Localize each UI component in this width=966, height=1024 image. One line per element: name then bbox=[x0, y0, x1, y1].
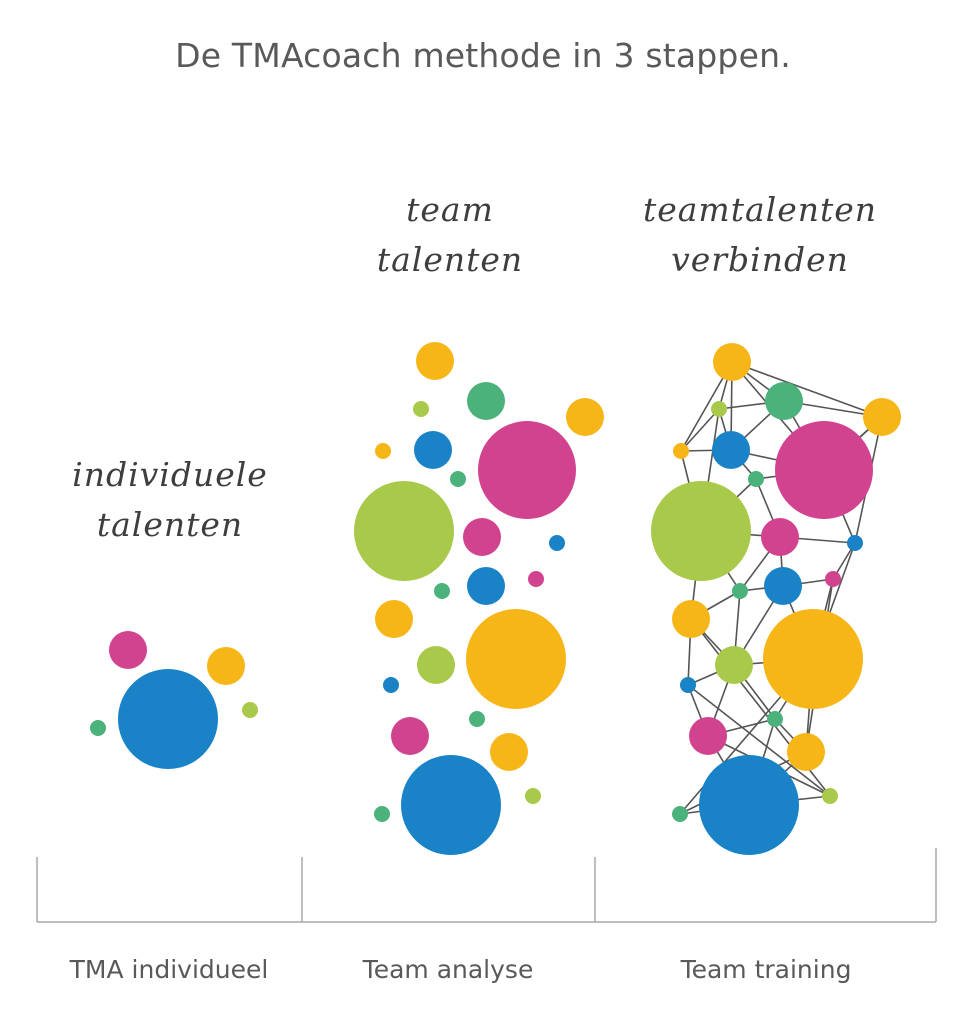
step-label-team-training: Team training bbox=[680, 955, 852, 984]
bubble-yellow bbox=[672, 600, 710, 638]
bubble-green bbox=[748, 471, 764, 487]
handwritten-line: teamtalenten bbox=[642, 190, 878, 229]
bubble-blue bbox=[383, 677, 399, 693]
bubble-magenta bbox=[478, 421, 576, 519]
handwritten-label-team: team talenten bbox=[330, 185, 570, 285]
bubble-yellow bbox=[566, 398, 604, 436]
bubble-blue bbox=[680, 677, 696, 693]
step-label-team-analysis: Team analyse bbox=[362, 955, 534, 984]
bubble-green bbox=[450, 471, 466, 487]
bubble-lime bbox=[525, 788, 541, 804]
bubble-blue bbox=[712, 431, 750, 469]
bubble-green bbox=[767, 711, 783, 727]
bubble-lime bbox=[711, 401, 727, 417]
bubble-group bbox=[90, 342, 901, 855]
bubble-lime bbox=[651, 481, 751, 581]
bubble-yellow bbox=[207, 647, 245, 685]
bubble-green bbox=[467, 382, 505, 420]
bubble-lime bbox=[242, 702, 258, 718]
bubble-green bbox=[672, 806, 688, 822]
bubble-green bbox=[434, 583, 450, 599]
step-label-individual: TMA individueel bbox=[69, 955, 269, 984]
bubble-blue bbox=[118, 669, 218, 769]
bubble-lime bbox=[822, 788, 838, 804]
bubble-magenta bbox=[391, 717, 429, 755]
handwritten-line: talenten bbox=[376, 240, 524, 279]
bubble-yellow bbox=[673, 443, 689, 459]
handwritten-label-connect: teamtalenten verbinden bbox=[630, 185, 890, 285]
network-line bbox=[731, 361, 883, 418]
bubble-green bbox=[90, 720, 106, 736]
bubble-yellow bbox=[787, 733, 825, 771]
bubble-magenta bbox=[463, 518, 501, 556]
handwritten-label-individual: individuele talenten bbox=[50, 450, 290, 550]
bubble-green bbox=[765, 382, 803, 420]
bubble-yellow bbox=[863, 398, 901, 436]
bubble-magenta bbox=[689, 717, 727, 755]
bubble-green bbox=[469, 711, 485, 727]
network-line bbox=[680, 408, 720, 452]
handwritten-line: talenten bbox=[96, 505, 244, 544]
bubble-blue bbox=[401, 755, 501, 855]
bubble-blue bbox=[414, 431, 452, 469]
bubble-magenta bbox=[528, 571, 544, 587]
handwritten-line: individuele bbox=[72, 455, 268, 494]
handwritten-line: verbinden bbox=[671, 240, 849, 279]
bubble-yellow bbox=[490, 733, 528, 771]
bubble-magenta bbox=[775, 421, 873, 519]
bubble-magenta bbox=[825, 571, 841, 587]
bubble-blue bbox=[549, 535, 565, 551]
network-line bbox=[687, 684, 831, 797]
bubble-yellow bbox=[466, 609, 566, 709]
bubble-lime bbox=[417, 646, 455, 684]
bubble-yellow bbox=[375, 600, 413, 638]
bubble-magenta bbox=[761, 518, 799, 556]
handwritten-line: team bbox=[406, 190, 494, 229]
bubble-yellow bbox=[416, 342, 454, 380]
bubble-blue bbox=[764, 567, 802, 605]
bubble-green bbox=[374, 806, 390, 822]
bubble-magenta bbox=[109, 631, 147, 669]
bubble-lime bbox=[715, 646, 753, 684]
bubble-yellow bbox=[375, 443, 391, 459]
bubble-yellow bbox=[763, 609, 863, 709]
page-title: De TMAcoach methode in 3 stappen. bbox=[175, 36, 791, 75]
bubble-blue bbox=[847, 535, 863, 551]
bubble-green bbox=[732, 583, 748, 599]
step-brackets bbox=[36, 848, 937, 923]
bubble-blue bbox=[467, 567, 505, 605]
bubble-lime bbox=[354, 481, 454, 581]
bubble-blue bbox=[699, 755, 799, 855]
bubble-lime bbox=[413, 401, 429, 417]
bubble-yellow bbox=[713, 343, 751, 381]
